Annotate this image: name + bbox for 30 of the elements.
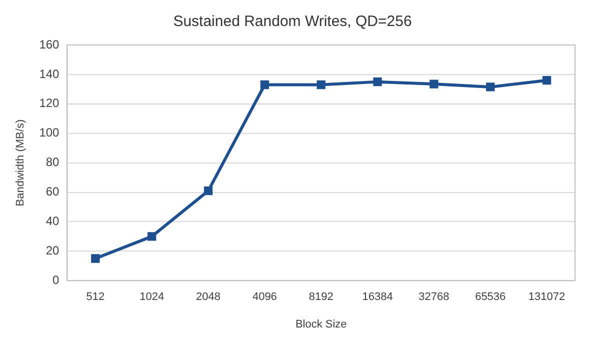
point [204, 186, 213, 196]
point [148, 232, 156, 241]
x-tick-label: 32768 [418, 291, 450, 304]
chart-title: Sustained Random Writes, QD=256 [173, 13, 412, 30]
x-axis-title: Block Size [295, 318, 347, 330]
point [91, 254, 100, 263]
x-tick-label: 16384 [362, 291, 393, 304]
x-tick-label: 512 [86, 291, 105, 304]
x-tick-label: 4096 [252, 291, 277, 304]
y-tick-label: 60 [46, 184, 60, 199]
point [260, 80, 270, 90]
x-tick-label: 65536 [475, 291, 506, 304]
y-tick-label: 140 [39, 66, 60, 81]
y-tick-label: 20 [46, 243, 60, 258]
y-tick-label: 80 [46, 155, 60, 170]
x-tick-label: 1024 [140, 291, 164, 304]
point [486, 82, 495, 92]
x-tick-label: 131072 [528, 291, 566, 304]
y-tick-label: 100 [39, 126, 60, 140]
y-tick-label: 160 [39, 37, 60, 52]
point [542, 76, 552, 85]
point [430, 80, 438, 88]
y-axis-title: Bandwidth (MB/s) [14, 119, 27, 206]
y-tick-label: 120 [39, 96, 60, 110]
point [373, 77, 382, 86]
y-tick-label: 40 [46, 214, 60, 228]
point [316, 80, 326, 90]
x-tick-label: 2048 [196, 291, 221, 304]
y-tick-label: 0 [52, 272, 60, 287]
x-tick-label: 8192 [308, 291, 334, 304]
